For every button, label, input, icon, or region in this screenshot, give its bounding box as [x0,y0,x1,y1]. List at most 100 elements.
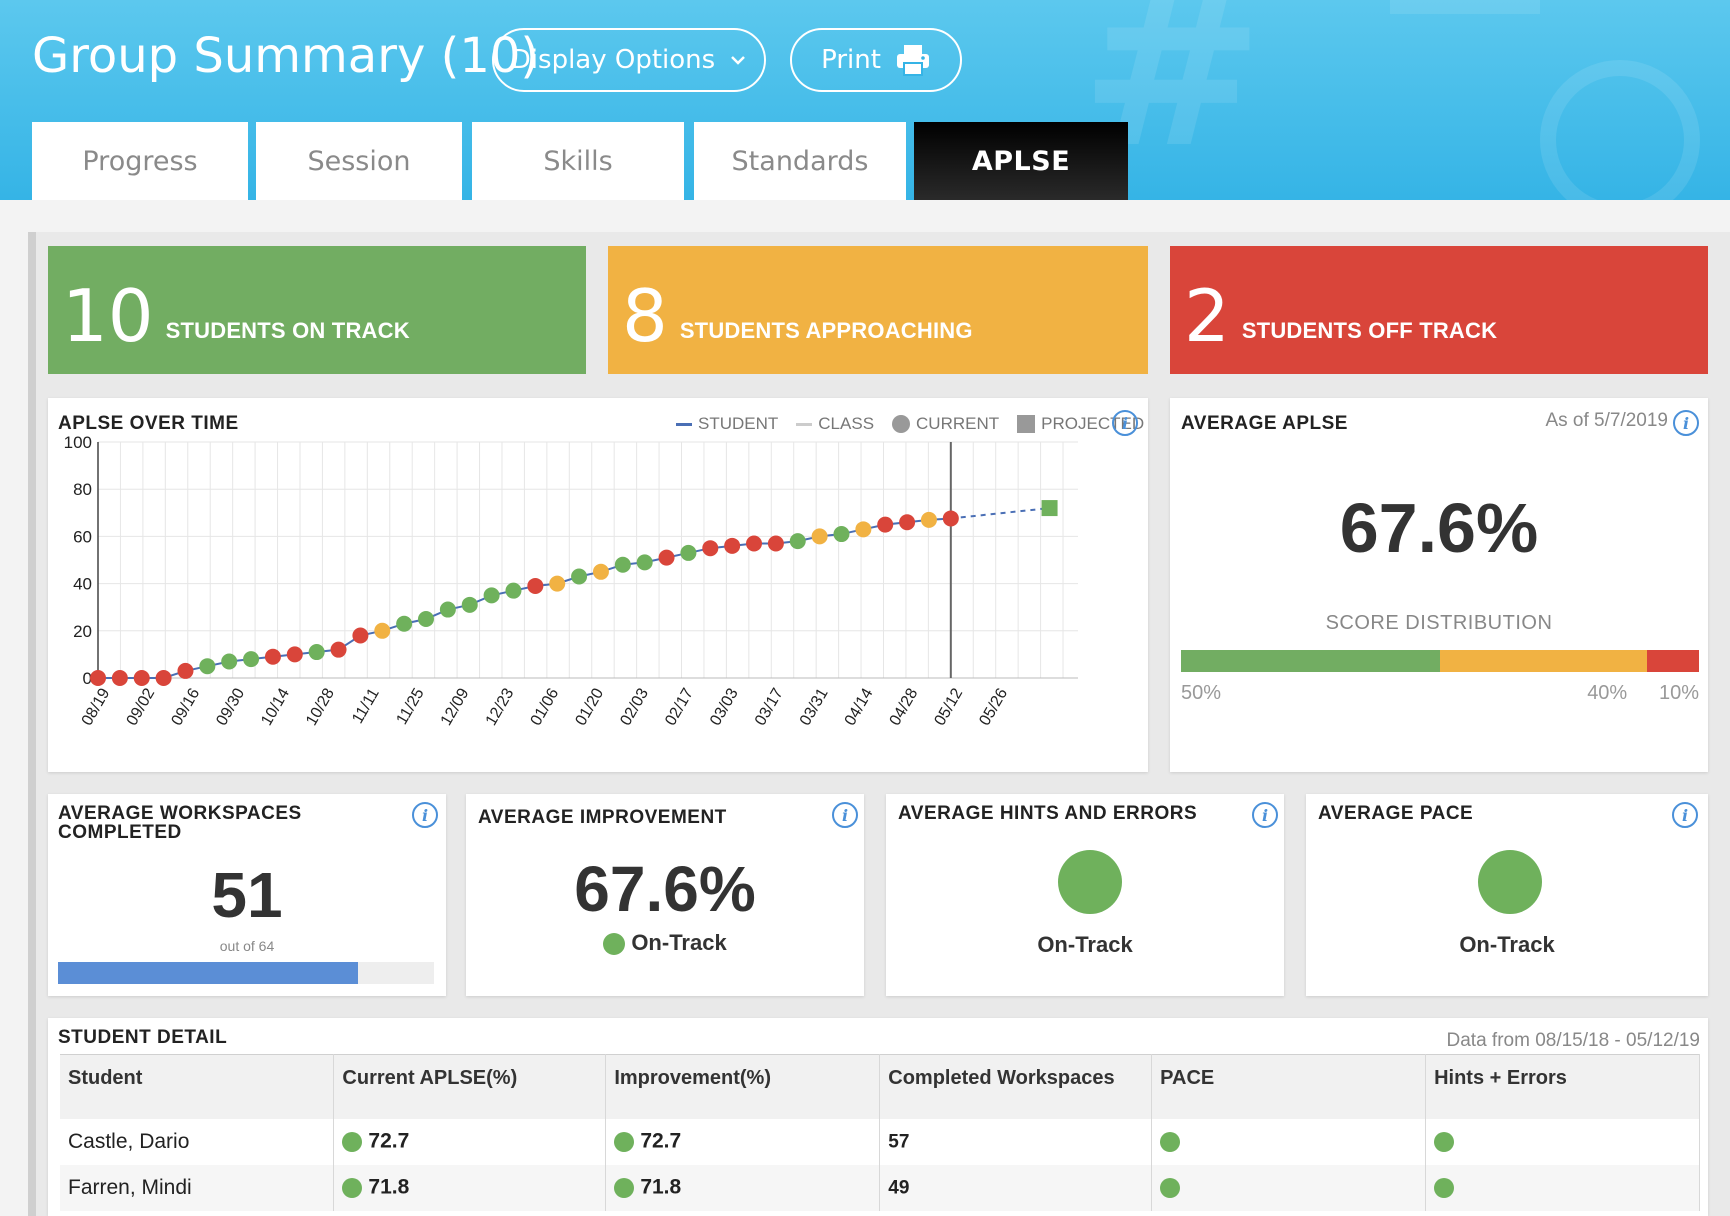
legend-current-swatch [892,415,911,433]
workspaces-title-line1: AVERAGE WORKSPACES [58,803,302,824]
approaching-count: 8 [622,274,668,358]
off-track-label: STUDENTS OFF TRACK [1241,318,1498,343]
student-detail-title: STUDENT DETAIL [58,1027,228,1048]
workspaces-cell: 49 [879,1164,1153,1211]
hints-errors-cell [1425,1118,1700,1165]
workspaces-value: 51 [211,859,283,931]
student-data-point [702,540,719,557]
student-data-point [133,670,150,686]
aplse-over-time-title: APLSE OVER TIME [58,413,239,434]
student-data-point [111,670,128,686]
pace-status: On-Track [1459,932,1555,957]
hints-errors-title: AVERAGE HINTS AND ERRORS [898,803,1198,824]
x-tick-label: 02/03 [617,685,652,728]
workspaces-title-line2: COMPLETED [58,822,182,843]
student-data-point [264,648,281,665]
x-tick-label: 09/30 [213,685,248,728]
column-header-completed-workspaces[interactable]: Completed Workspaces [879,1054,1153,1119]
x-tick-label: 12/09 [438,685,473,728]
x-tick-label: 08/19 [79,685,114,728]
student-data-point [767,535,784,552]
status-card-approaching: 8 STUDENTS APPROACHING [608,246,1148,374]
legend-class: CLASS [796,414,874,434]
pace-title: AVERAGE PACE [1318,803,1474,824]
legend-current: CURRENT [892,414,999,434]
improvement-status-dot [614,1177,635,1198]
projected-point [1041,500,1058,517]
y-tick-label: 0 [83,669,92,688]
hints-errors-status-dot [1058,850,1122,914]
x-tick-label: 01/06 [528,685,563,728]
tab-session[interactable]: Session [256,122,462,200]
workspaces-value: 57 [888,1130,910,1152]
student-data-point [899,514,916,531]
student-data-point [374,622,391,639]
student-data-point [243,651,260,668]
print-button[interactable]: Print [790,28,962,92]
improvement-info-icon[interactable]: i [832,802,858,828]
student-data-point [286,646,303,663]
pace-cell [1151,1164,1427,1211]
distribution-label: 50% [1181,682,1222,704]
workspaces-info-icon[interactable]: i [412,802,438,828]
hints-errors-status-dot [1434,1177,1455,1198]
aplse-over-time-card [48,398,1148,772]
aplse-over-time-info-icon[interactable]: i [1112,410,1138,436]
pace-info-icon[interactable]: i [1672,802,1698,828]
column-header-student[interactable]: Student [60,1054,335,1119]
legend-student-label: STUDENT [698,414,779,433]
x-tick-label: 10/14 [258,685,293,728]
legend-student: STUDENT [676,414,778,434]
column-header-improvement[interactable]: Improvement(%) [605,1054,881,1119]
x-tick-label: 02/17 [662,685,697,728]
workspaces-cell: 57 [879,1118,1153,1165]
average-improvement-card [466,794,864,996]
student-data-point [90,670,106,686]
x-tick-label: 12/23 [483,685,518,728]
student-data-point [461,596,478,613]
student-data-point [636,554,653,571]
improvement-status-label: On-Track [631,930,727,955]
improvement-status-dot [603,933,626,956]
student-name[interactable]: Castle, Dario [60,1118,335,1165]
table-row[interactable]: Farren, Mindi 71.8 71.8 49 [60,1164,1700,1211]
improvement-cell: 72.7 [605,1118,881,1165]
student-data-point [352,627,369,644]
aplse-status-dot [342,1131,363,1152]
student-name[interactable]: Farren, Mindi [60,1164,335,1211]
column-header-current-aplse[interactable]: Current APLSE(%) [333,1054,607,1119]
display-options-button[interactable]: Display Options [492,28,766,92]
average-aplse-info-icon[interactable]: i [1673,410,1699,436]
distribution-segment [1440,650,1648,672]
student-data-point [439,601,456,618]
chevron-down-icon [731,56,746,65]
table-row[interactable]: Castle, Dario 72.7 72.7 57 [60,1118,1700,1165]
student-data-point [658,549,675,566]
student-data-point [746,535,763,552]
x-tick-label: 03/17 [752,685,787,728]
tab-aplse[interactable]: APLSE [914,122,1128,200]
student-data-point [308,644,325,661]
improvement-value: 72.7 [640,1129,682,1153]
x-tick-label: 04/28 [887,685,922,728]
tab-skills[interactable]: Skills [472,122,684,200]
x-tick-label: 05/12 [932,685,967,728]
x-tick-label: 09/16 [168,685,203,728]
decor-bar [1390,0,1540,14]
student-data-point [592,563,609,580]
improvement-title: AVERAGE IMPROVEMENT [478,807,727,828]
column-header-hints-errors[interactable]: Hints + Errors [1425,1054,1700,1119]
pace-status-dot [1478,850,1542,914]
x-tick-label: 11/25 [394,685,428,727]
improvement-cell: 71.8 [605,1164,881,1211]
hints-errors-info-icon[interactable]: i [1252,802,1278,828]
distribution-segment [1647,650,1699,672]
column-header-pace[interactable]: PACE [1151,1054,1427,1119]
y-tick-label: 100 [64,433,92,452]
hints-errors-status-dot [1434,1131,1455,1152]
tab-standards[interactable]: Standards [694,122,906,200]
tab-progress[interactable]: Progress [32,122,248,200]
x-tick-label: 03/31 [797,685,832,728]
y-tick-label: 60 [73,527,92,546]
on-track-label: STUDENTS ON TRACK [165,318,410,343]
